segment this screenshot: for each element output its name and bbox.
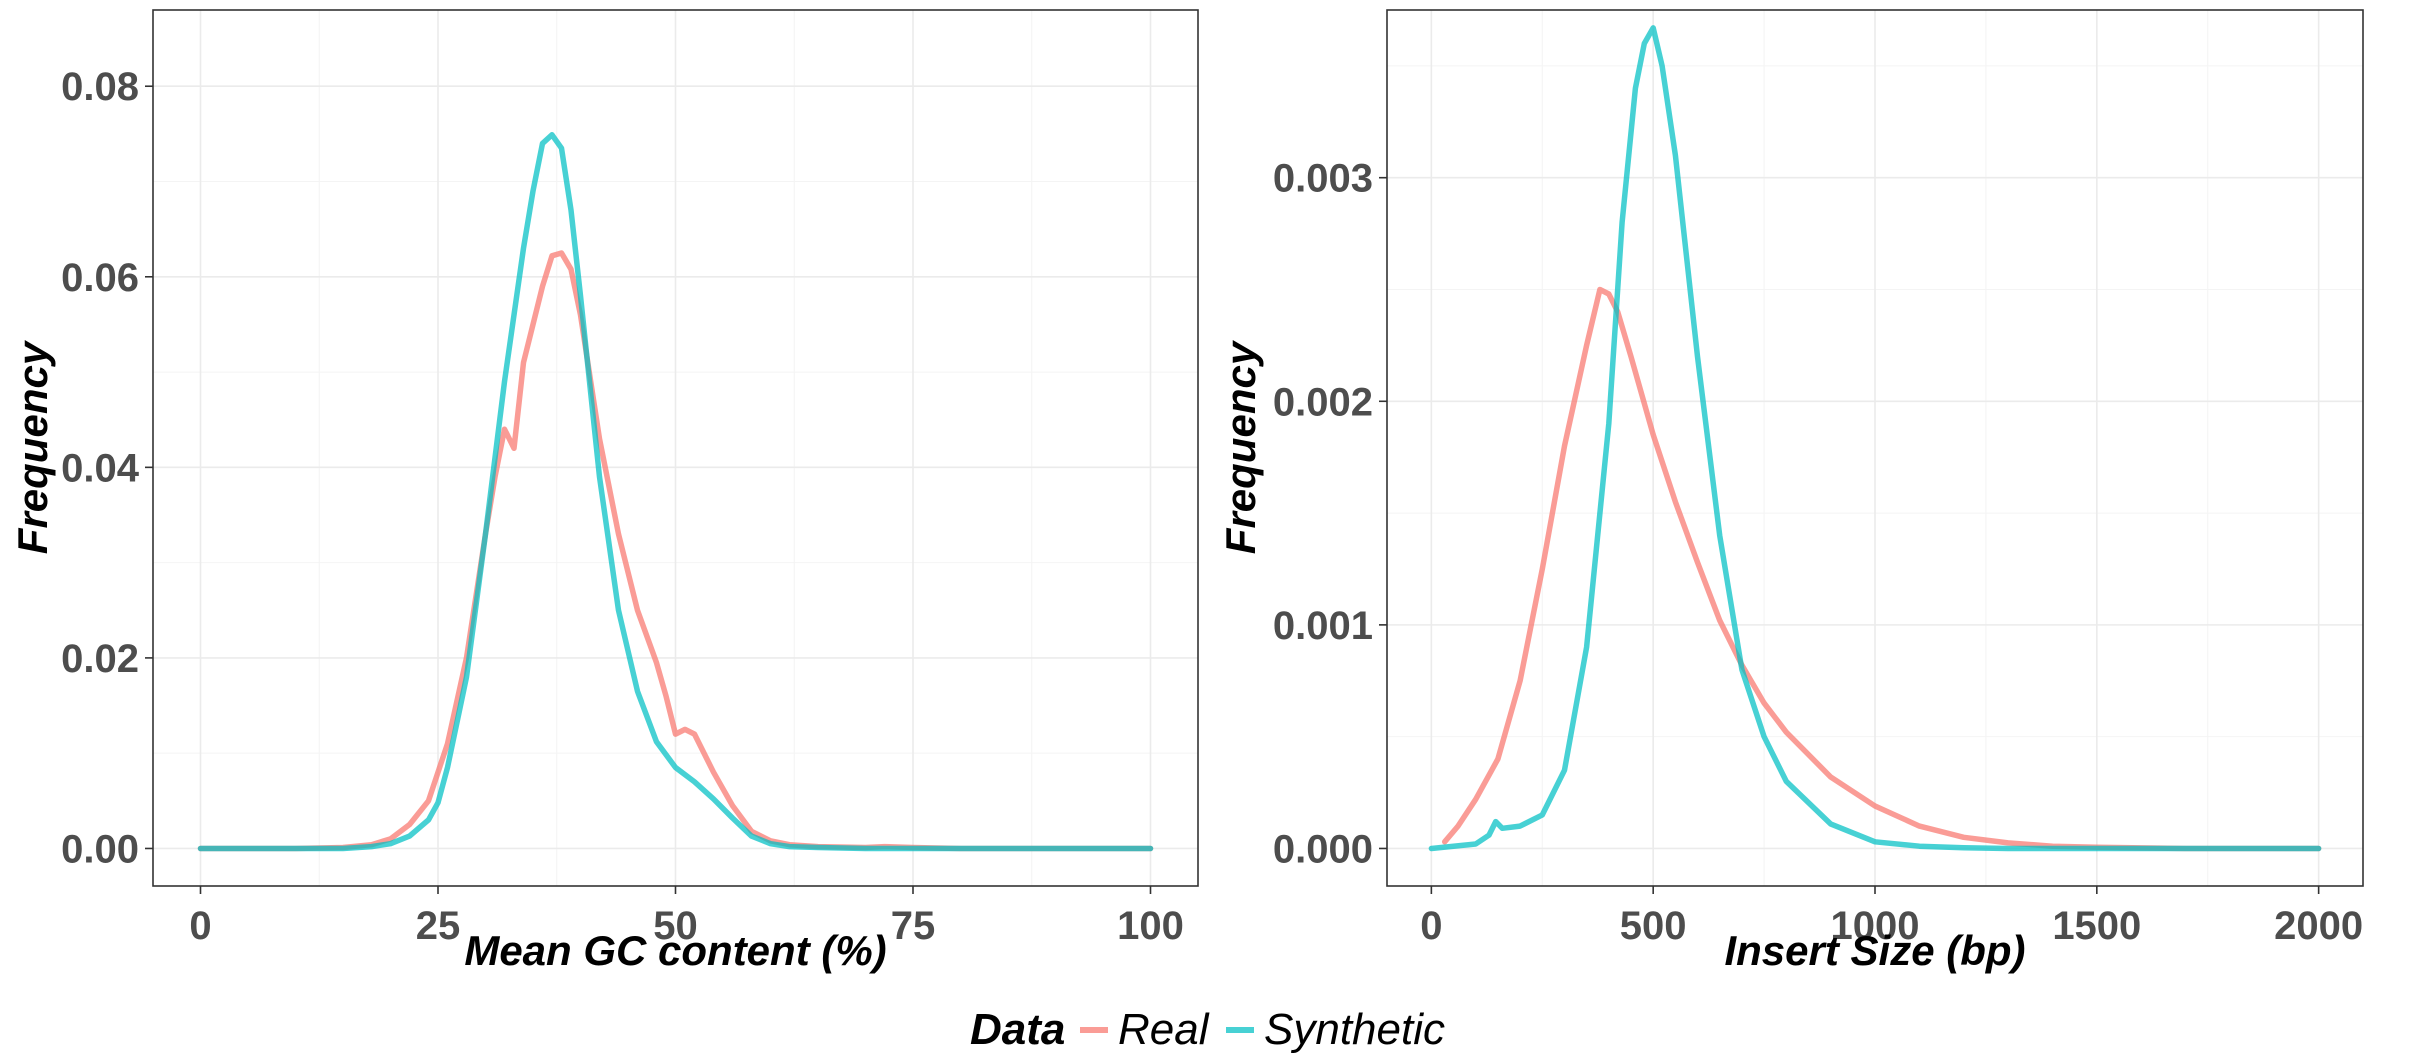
insert-y-tick-label: 0.002	[1273, 380, 1373, 424]
gc-ticks: 0 25 50 75 100 0.00 0.02 0.04 0.06 0.08	[61, 65, 1184, 948]
gc-y-axis-title: Frequency	[9, 339, 56, 554]
insert-x-tick-label: 0	[1420, 904, 1442, 948]
insert-plot-area	[1428, 25, 2322, 852]
insert-size-chart: 0 500 1000 1500 2000 0.000 0.001 0.002 0.003 Ins…	[1217, 9, 2364, 974]
insert-x-tick-label: 500	[1620, 904, 1687, 948]
insert-grid	[1387, 10, 2363, 886]
legend-label-synthetic: Synthetic	[1264, 1005, 1445, 1054]
gc-content-chart: 0 25 50 75 100 0.00 0.02 0.04 0.06 0.08 Mean GC c…	[9, 9, 1199, 974]
gc-y-tick-label: 0.04	[61, 446, 140, 490]
insert-x-tick-label: 2000	[2274, 904, 2363, 948]
insert-y-tick-label: 0.001	[1273, 604, 1373, 648]
gc-x-tick-label: 50	[653, 904, 698, 948]
legend-label-real: Real	[1118, 1005, 1210, 1054]
gc-x-tick-label: 75	[891, 904, 936, 948]
gc-y-tick-label: 0.02	[61, 637, 139, 681]
insert-x-tick-label: 1000	[1831, 904, 1920, 948]
insert-series-synthetic	[1428, 25, 2322, 852]
gc-y-tick-label: 0.08	[61, 65, 139, 109]
gc-series-synthetic	[197, 132, 1154, 852]
gc-x-axis-title: Mean GC content (%)	[464, 927, 886, 974]
gc-plot-area	[197, 132, 1154, 852]
gc-y-tick-label: 0.00	[61, 827, 139, 871]
insert-ticks: 0 500 1000 1500 2000 0.000 0.001 0.002 0.003	[1273, 157, 2363, 948]
gc-x-tick-label: 25	[416, 904, 461, 948]
legend-title: Data	[970, 1005, 1065, 1054]
legend: Data Real Synthetic	[970, 1005, 1445, 1054]
gc-x-tick-label: 100	[1117, 904, 1184, 948]
gc-x-tick-label: 0	[189, 904, 211, 948]
gc-y-tick-label: 0.06	[61, 256, 139, 300]
insert-series-real	[1441, 286, 2322, 852]
insert-y-tick-label: 0.003	[1273, 157, 1373, 201]
insert-y-axis-title: Frequency	[1217, 339, 1264, 554]
insert-x-axis-title: Insert Size (bp)	[1724, 927, 2025, 974]
insert-y-tick-label: 0.000	[1273, 827, 1373, 871]
insert-x-tick-label: 1500	[2052, 904, 2141, 948]
